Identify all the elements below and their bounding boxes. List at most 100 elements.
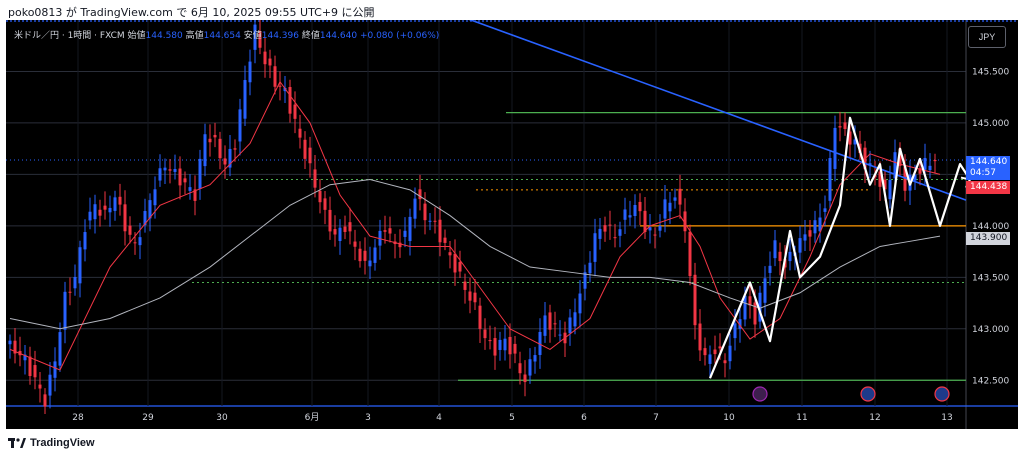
- footer: TradingView: [0, 430, 1024, 457]
- candle-body: [123, 204, 127, 232]
- y-tick-label: 145.000: [972, 119, 1009, 129]
- price-chart-svg[interactable]: 145.500145.000144.500144.000143.500143.0…: [6, 20, 1018, 429]
- candle-body: [103, 205, 107, 210]
- candle-body: [248, 61, 252, 83]
- candle-body: [623, 209, 627, 220]
- tradingview-logo-icon: [8, 438, 26, 448]
- candle-body: [643, 210, 647, 233]
- candle-body: [298, 128, 302, 138]
- current-price-tag: 144.640 04:57: [966, 156, 1010, 180]
- candle-body: [628, 215, 632, 218]
- candle-body: [418, 189, 422, 200]
- candle-body: [58, 332, 62, 366]
- candle-body: [613, 237, 617, 239]
- publish-header: poko0813 が TradingView.com で 6月 10, 2025…: [0, 0, 1024, 20]
- candle-body: [218, 138, 222, 159]
- candle-body: [878, 171, 882, 187]
- candle-body: [778, 251, 782, 262]
- x-tick-label: 6: [581, 413, 587, 423]
- candle-body: [308, 147, 312, 164]
- descending-trendline: [468, 20, 967, 201]
- candle-body: [488, 340, 492, 342]
- candle-body: [898, 148, 902, 166]
- candle-body: [918, 168, 922, 174]
- candle-body: [683, 211, 687, 232]
- projection-path: [708, 116, 971, 379]
- candle-body: [63, 291, 67, 330]
- candle-body: [748, 296, 752, 306]
- candle-body: [578, 293, 582, 314]
- candle-body: [548, 312, 552, 330]
- candle-body: [183, 178, 187, 183]
- candle-body: [338, 227, 342, 241]
- candle-body: [933, 159, 937, 162]
- candle-body: [363, 250, 367, 261]
- candle-body: [138, 237, 142, 246]
- candle-body: [348, 222, 352, 232]
- candle-body: [253, 24, 257, 50]
- x-tick-label: 13: [941, 413, 952, 423]
- candle-body: [513, 343, 517, 354]
- candle-body: [403, 230, 407, 237]
- candle-body: [153, 189, 157, 206]
- candle-body: [8, 340, 12, 345]
- candle-body: [408, 216, 412, 242]
- candle-body: [198, 158, 202, 189]
- candle-body: [398, 242, 402, 248]
- candle-body: [703, 348, 707, 356]
- candle-body: [508, 336, 512, 355]
- bar-countdown: 04:57: [970, 168, 996, 178]
- low-label: 安値: [243, 31, 262, 41]
- candle-body: [273, 66, 277, 87]
- candle-body: [698, 323, 702, 351]
- candle-body: [118, 196, 122, 205]
- candle-body: [428, 220, 432, 222]
- candle-body: [93, 204, 97, 220]
- candle-body: [608, 224, 612, 226]
- candle-body: [178, 168, 182, 186]
- candle-body: [733, 323, 737, 339]
- candle-body: [143, 210, 147, 226]
- candle-body: [843, 122, 847, 130]
- candle-body: [238, 109, 242, 142]
- candle-body: [203, 134, 207, 167]
- tradingview-logo[interactable]: TradingView: [8, 437, 95, 449]
- candle-body: [493, 338, 497, 356]
- candle-body: [673, 197, 677, 201]
- candle-body: [658, 225, 662, 231]
- candle-body: [33, 365, 37, 378]
- candle-body: [568, 317, 572, 334]
- candle-body: [818, 217, 822, 232]
- tradingview-brand: TradingView: [30, 437, 95, 449]
- candle-body: [723, 360, 727, 364]
- candle-body: [213, 134, 217, 138]
- candle-body: [343, 226, 347, 232]
- candle-body: [208, 138, 212, 143]
- candle-body: [713, 349, 717, 355]
- candle-body: [693, 274, 697, 326]
- candle-body: [763, 278, 767, 303]
- candle-body: [43, 394, 47, 407]
- x-tick-label: 11: [796, 413, 807, 423]
- candle-body: [923, 157, 927, 170]
- candle-body: [708, 354, 712, 364]
- chart-area[interactable]: 145.500145.000144.500144.000143.500143.0…: [6, 20, 1018, 429]
- x-tick-label: 4: [436, 413, 442, 423]
- candle-body: [28, 356, 32, 376]
- candle-body: [458, 262, 462, 272]
- candle-body: [293, 104, 297, 119]
- candle-body: [678, 188, 682, 205]
- candle-body: [48, 374, 52, 396]
- candle-body: [803, 234, 807, 241]
- candle-body: [433, 220, 437, 222]
- currency-button[interactable]: JPY: [968, 26, 1006, 48]
- candle-body: [603, 225, 607, 232]
- candle-body: [353, 241, 357, 247]
- candle-body: [773, 240, 777, 259]
- candle-body: [313, 169, 317, 188]
- candle-body: [913, 174, 917, 181]
- candle-body: [738, 319, 742, 329]
- candle-body: [108, 207, 112, 213]
- y-tick-label: 145.500: [972, 67, 1009, 77]
- candle-body: [263, 51, 267, 65]
